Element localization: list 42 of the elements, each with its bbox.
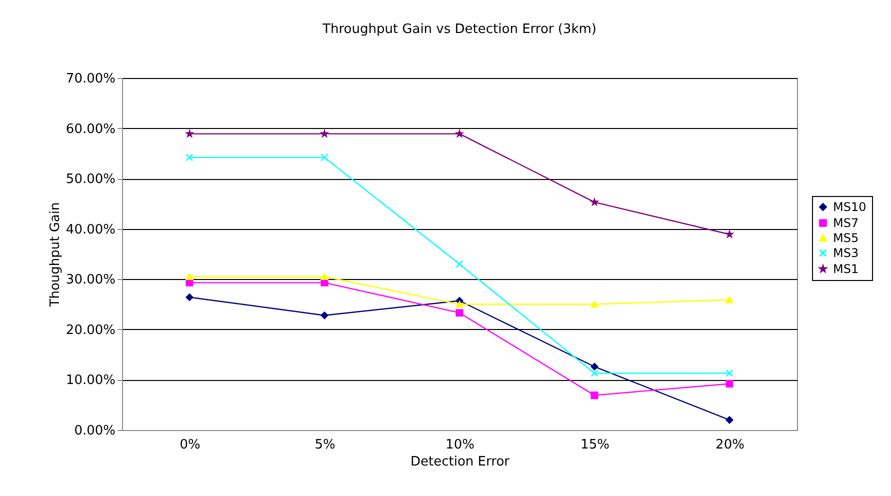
point	[320, 278, 328, 286]
point	[456, 309, 464, 317]
point	[726, 380, 734, 388]
point	[726, 296, 734, 304]
point	[320, 154, 328, 162]
point	[590, 392, 598, 400]
point	[320, 312, 328, 320]
point	[186, 154, 194, 162]
point	[186, 278, 194, 286]
point	[726, 369, 734, 377]
x-tick-label: 0%	[180, 438, 200, 452]
y-tick-label: 10.00%	[66, 373, 116, 388]
y-tick-label: 40.00%	[66, 222, 116, 238]
chart-title: Throughput Gain vs Detection Error (3km)	[322, 22, 596, 37]
legend-label: MS1	[833, 262, 859, 276]
point	[456, 260, 464, 268]
legend-label: MS7	[833, 216, 859, 230]
y-tick-label: 60.00%	[66, 122, 116, 137]
point	[590, 198, 598, 206]
point	[590, 362, 598, 370]
y-axis-title: Thoughput Gain	[48, 202, 63, 308]
legend-label: MS5	[833, 231, 859, 245]
legend-label: MS10	[833, 200, 866, 214]
y-tick-label: 30.00%	[66, 272, 116, 288]
legend-label: MS3	[833, 246, 859, 260]
point	[456, 300, 464, 308]
x-tick-label: 20%	[716, 438, 744, 452]
point	[320, 273, 328, 280]
point	[590, 369, 598, 377]
x-tick-label: 10%	[446, 438, 474, 452]
x-axis-title: Detection Error	[410, 454, 510, 470]
point	[590, 300, 598, 308]
y-tick-label: 0.00%	[74, 424, 116, 438]
y-tick-label: 50.00%	[66, 172, 116, 188]
x-tick-label: 5%	[314, 438, 336, 452]
point	[186, 273, 194, 280]
x-tick-label: 15%	[580, 438, 610, 452]
point	[186, 293, 194, 302]
point	[726, 230, 734, 238]
point	[726, 416, 734, 424]
y-tick-label: 70.00%	[66, 72, 116, 86]
y-tick-label: 20.00%	[66, 322, 116, 338]
